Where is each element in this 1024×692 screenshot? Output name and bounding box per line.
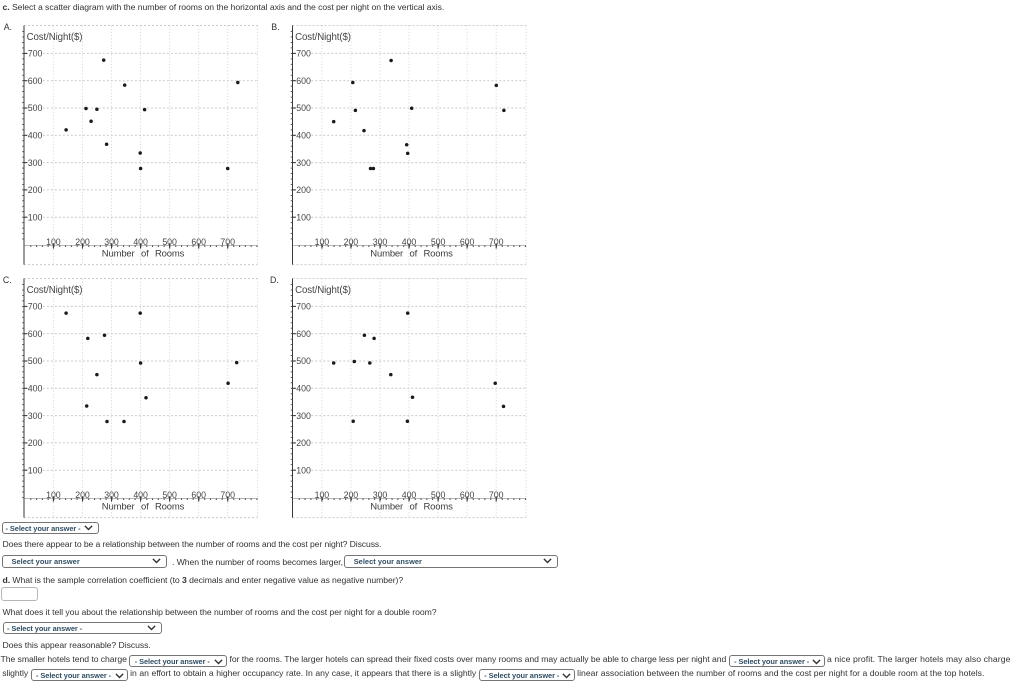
svg-text:Cost/Night($): Cost/Night($) <box>27 32 83 43</box>
svg-text:100: 100 <box>315 490 330 500</box>
svg-text:600: 600 <box>28 329 43 339</box>
svg-text:100: 100 <box>46 490 61 500</box>
svg-text:400: 400 <box>28 131 43 141</box>
svg-text:100: 100 <box>28 465 43 475</box>
svg-text:400: 400 <box>133 490 148 500</box>
svg-text:200: 200 <box>296 185 311 195</box>
svg-text:A.: A. <box>4 22 12 32</box>
svg-text:700: 700 <box>489 490 504 500</box>
svg-text:600: 600 <box>460 237 475 247</box>
svg-text:700: 700 <box>296 302 311 312</box>
svg-text:300: 300 <box>28 411 43 421</box>
svg-text:300: 300 <box>104 490 119 500</box>
svg-text:Cost/Night($): Cost/Night($) <box>295 285 351 296</box>
svg-text:200: 200 <box>344 490 359 500</box>
svg-text:500: 500 <box>28 356 43 366</box>
svg-text:400: 400 <box>296 131 311 141</box>
svg-text:700: 700 <box>28 49 43 59</box>
svg-text:500: 500 <box>28 103 43 113</box>
svg-text:400: 400 <box>402 237 417 247</box>
svg-text:100: 100 <box>46 237 61 247</box>
svg-text:700: 700 <box>489 237 504 247</box>
svg-text:C.: C. <box>3 275 12 285</box>
svg-text:700: 700 <box>220 237 235 247</box>
svg-text:Cost/Night($): Cost/Night($) <box>27 285 83 296</box>
svg-text:200: 200 <box>296 438 311 448</box>
svg-text:400: 400 <box>28 384 43 394</box>
svg-text:B.: B. <box>271 22 279 32</box>
svg-text:700: 700 <box>28 302 43 312</box>
svg-text:500: 500 <box>296 103 311 113</box>
svg-text:100: 100 <box>28 212 43 222</box>
svg-text:700: 700 <box>296 49 311 59</box>
svg-text:700: 700 <box>220 490 235 500</box>
svg-text:600: 600 <box>191 490 206 500</box>
svg-text:300: 300 <box>373 237 388 247</box>
svg-text:400: 400 <box>296 384 311 394</box>
svg-text:300: 300 <box>373 490 388 500</box>
svg-text:Number of Rooms: Number of Rooms <box>102 249 185 260</box>
svg-text:200: 200 <box>344 237 359 247</box>
svg-text:Number of Rooms: Number of Rooms <box>370 249 453 260</box>
svg-text:Number of Rooms: Number of Rooms <box>102 502 185 513</box>
svg-text:200: 200 <box>75 237 90 247</box>
svg-text:600: 600 <box>28 76 43 86</box>
svg-text:300: 300 <box>296 411 311 421</box>
svg-text:200: 200 <box>28 185 43 195</box>
svg-text:100: 100 <box>315 237 330 247</box>
svg-text:500: 500 <box>431 490 446 500</box>
svg-text:500: 500 <box>296 356 311 366</box>
svg-text:600: 600 <box>296 76 311 86</box>
svg-text:400: 400 <box>402 490 417 500</box>
svg-text:400: 400 <box>133 237 148 247</box>
svg-text:Cost/Night($): Cost/Night($) <box>295 32 351 43</box>
svg-text:D.: D. <box>270 275 279 285</box>
svg-text:200: 200 <box>75 490 90 500</box>
svg-text:500: 500 <box>431 237 446 247</box>
svg-text:600: 600 <box>460 490 475 500</box>
svg-text:500: 500 <box>162 490 177 500</box>
svg-text:Number of Rooms: Number of Rooms <box>370 502 453 513</box>
svg-text:600: 600 <box>296 329 311 339</box>
svg-text:500: 500 <box>162 237 177 247</box>
svg-text:200: 200 <box>28 438 43 448</box>
svg-text:300: 300 <box>28 158 43 168</box>
svg-text:100: 100 <box>296 465 311 475</box>
svg-text:300: 300 <box>104 237 119 247</box>
svg-text:300: 300 <box>296 158 311 168</box>
svg-text:100: 100 <box>296 212 311 222</box>
svg-text:600: 600 <box>191 237 206 247</box>
